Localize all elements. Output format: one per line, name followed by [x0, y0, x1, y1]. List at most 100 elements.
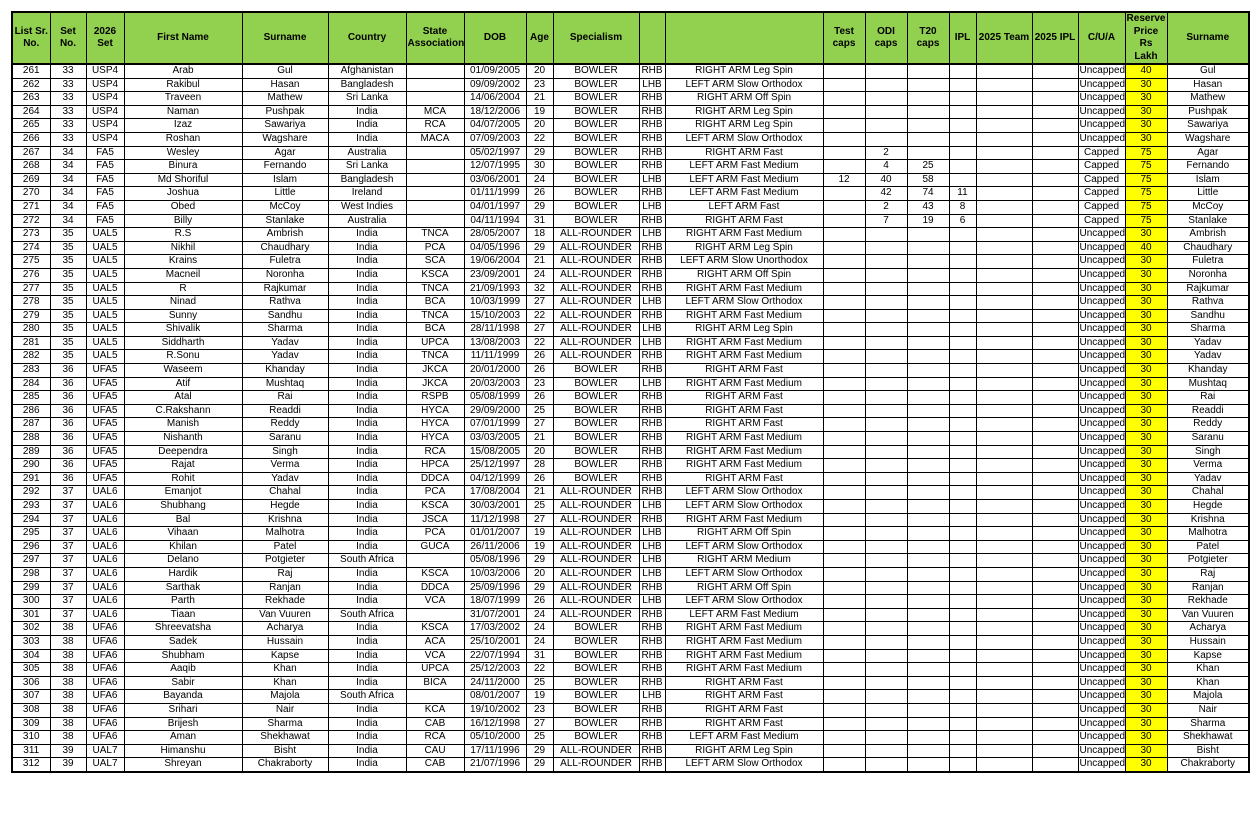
cell-list-sr-no: 277: [11, 281, 51, 297]
cell-test-caps: [822, 254, 866, 269]
cell-dob: 05/10/2000: [463, 730, 527, 745]
cell-set-no: 36: [49, 471, 87, 487]
cell-specialism: BOWLER: [552, 689, 640, 704]
cell-set-no: 36: [49, 376, 87, 392]
cell-ipl-2025: [1031, 689, 1079, 704]
cell-surname: Shekhawat: [241, 730, 329, 745]
cell-set-2026: UFA6: [85, 730, 125, 745]
cell-odi-caps: [864, 240, 908, 256]
cell-state-association: [405, 607, 465, 623]
cell-odi-caps: [864, 499, 908, 514]
cell-set-no: 35: [49, 349, 87, 365]
cell-bowling-style: LEFT ARM Fast Medium: [664, 186, 824, 201]
cell-cua: Uncapped: [1077, 308, 1126, 324]
cell-surname-2: Little: [1166, 186, 1250, 201]
cell-list-sr-no: 267: [11, 145, 51, 161]
cell-surname-2: Chakraborty: [1166, 757, 1250, 773]
cell-cua: Uncapped: [1077, 77, 1126, 93]
cell-ipl: [948, 594, 977, 609]
cell-dob: 08/01/2007: [463, 689, 527, 704]
cell-bowling-style: LEFT ARM Slow Orthodox: [664, 77, 824, 93]
cell-country: Australia: [327, 145, 407, 161]
cell-bowling-style: RIGHT ARM Fast: [664, 716, 824, 732]
cell-test-caps: [822, 431, 866, 446]
cell-surname: Reddy: [241, 417, 329, 433]
cell-surname: Bisht: [241, 743, 329, 759]
table-body: 261 33 USP4 Arab Gul Afghanistan 01/09/2005 20 B…: [11, 63, 1250, 773]
cell-odi-caps: [864, 539, 908, 555]
table-row: 269 34 FA5 Md Shoriful Islam Bangladesh 03/06/…: [11, 172, 1250, 188]
cell-first-name: Siddharth: [123, 335, 243, 351]
cell-test-caps: [822, 118, 866, 133]
cell-ipl-2025: [1031, 702, 1079, 718]
cell-team-2025: [975, 267, 1033, 283]
cell-cua: Uncapped: [1077, 485, 1126, 500]
cell-bowling-style: RIGHT ARM Fast: [664, 471, 824, 487]
cell-ipl: [948, 512, 977, 528]
cell-t20-caps: [906, 104, 950, 120]
cell-set-no: 37: [49, 566, 87, 582]
cell-specialism: ALL-ROUNDER: [552, 499, 640, 514]
cell-surname: Mathew: [241, 91, 329, 106]
cell-set-no: 33: [49, 91, 87, 106]
cell-ipl-2025: [1031, 444, 1079, 460]
cell-team-2025: [975, 553, 1033, 568]
cell-team-2025: [975, 77, 1033, 93]
cell-test-caps: [822, 553, 866, 568]
cell-list-sr-no: 275: [11, 254, 51, 269]
cell-dob: 25/12/1997: [463, 458, 527, 473]
cell-dob: 19/06/2004: [463, 254, 527, 269]
cell-odi-caps: 40: [864, 172, 908, 188]
col-header-test-caps: Test caps: [822, 11, 866, 65]
cell-country: India: [327, 730, 407, 745]
cell-list-sr-no: 308: [11, 702, 51, 718]
cell-specialism: BOWLER: [552, 63, 640, 79]
cell-reserve-price: 40: [1124, 240, 1168, 256]
cell-state-association: DDCA: [405, 580, 465, 596]
cell-surname-2: Chahal: [1166, 485, 1250, 500]
cell-surname: Sawariya: [241, 118, 329, 133]
cell-country: India: [327, 295, 407, 310]
cell-batting-hand: RHB: [638, 743, 666, 759]
cell-team-2025: [975, 757, 1033, 773]
cell-dob: 16/12/1998: [463, 716, 527, 732]
col-header-t20-caps: T20 caps: [906, 11, 950, 65]
cell-t20-caps: [906, 444, 950, 460]
cell-first-name: Aman: [123, 730, 243, 745]
cell-country: India: [327, 444, 407, 460]
cell-t20-caps: [906, 743, 950, 759]
cell-test-caps: [822, 566, 866, 582]
cell-cua: Uncapped: [1077, 730, 1126, 745]
cell-reserve-price: 30: [1124, 403, 1168, 419]
cell-bowling-style: RIGHT ARM Leg Spin: [664, 63, 824, 79]
cell-t20-caps: [906, 363, 950, 378]
cell-set-2026: UAL5: [85, 267, 125, 283]
cell-country: India: [327, 648, 407, 664]
cell-ipl-2025: [1031, 131, 1079, 147]
cell-t20-caps: [906, 485, 950, 500]
cell-set-2026: UAL5: [85, 295, 125, 310]
cell-specialism: BOWLER: [552, 186, 640, 201]
cell-t20-caps: [906, 553, 950, 568]
table-row: 285 36 UFA5 Atal Rai India RSPB 05/08/1999 26 BOW…: [11, 390, 1250, 405]
cell-test-caps: [822, 335, 866, 351]
col-header-set-no: Set No.: [49, 11, 87, 65]
cell-surname: Stanlake: [241, 213, 329, 229]
cell-state-association: BICA: [405, 675, 465, 691]
cell-ipl-2025: [1031, 267, 1079, 283]
cell-specialism: BOWLER: [552, 213, 640, 229]
cell-cua: Uncapped: [1077, 499, 1126, 514]
players-table: List Sr. No. Set No. 2026 Set First Name Sur…: [11, 11, 1250, 773]
cell-list-sr-no: 271: [11, 199, 51, 215]
cell-test-caps: [822, 471, 866, 487]
cell-t20-caps: [906, 431, 950, 446]
cell-surname: Rai: [241, 390, 329, 405]
cell-test-caps: [822, 213, 866, 229]
cell-team-2025: [975, 254, 1033, 269]
cell-cua: Uncapped: [1077, 580, 1126, 596]
cell-age: 29: [525, 240, 554, 256]
cell-surname: Chaudhary: [241, 240, 329, 256]
cell-surname-2: McCoy: [1166, 199, 1250, 215]
cell-age: 21: [525, 91, 554, 106]
